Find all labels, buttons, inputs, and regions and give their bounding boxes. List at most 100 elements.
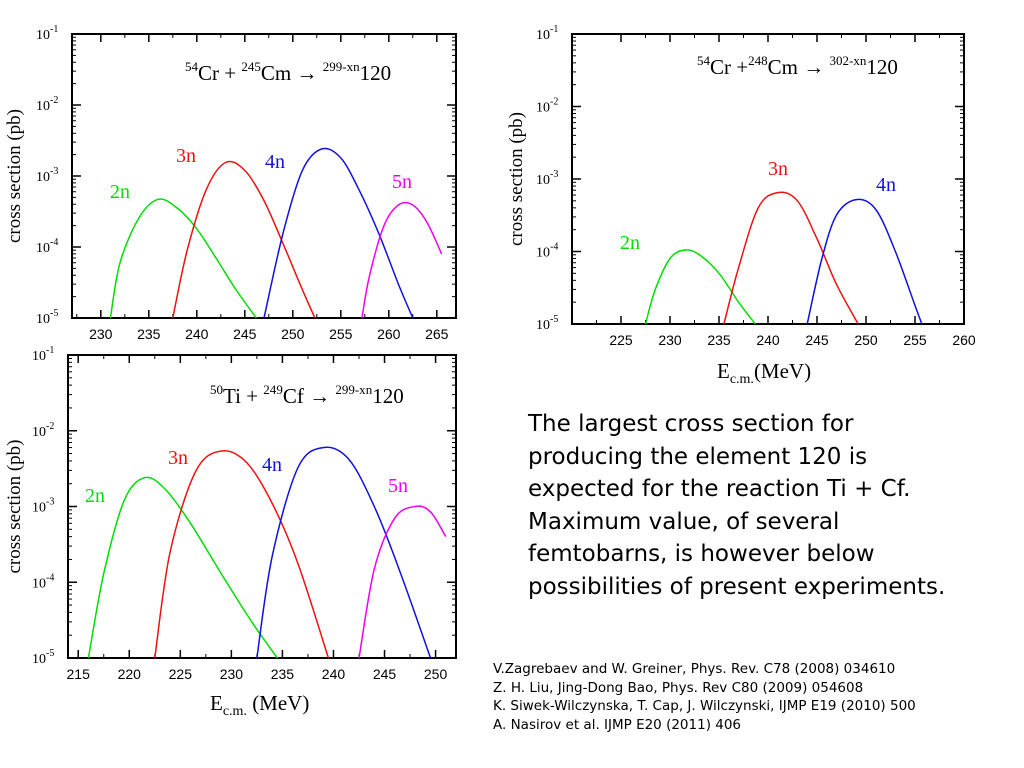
x-tick-label: 245 xyxy=(233,326,257,342)
x-tick-label: 240 xyxy=(185,326,209,342)
x-tick-label: 255 xyxy=(903,332,927,348)
x-axis-label-main: E xyxy=(717,359,730,383)
x-tick-label: 230 xyxy=(89,326,113,342)
chart-title: 54Cr +248Cm → 302-xn120 xyxy=(697,53,898,79)
chart-title: 50Ti + 249Cf → 299-xn120 xyxy=(210,382,404,408)
y-tick-base: 10 xyxy=(32,652,46,667)
y-tick-label: 10-2 xyxy=(536,97,558,116)
series-label-2n: 2n xyxy=(85,485,105,507)
title-text: Cm → xyxy=(768,55,830,79)
x-tick-label: 250 xyxy=(854,332,878,348)
y-tick-exponent: -4 xyxy=(46,572,54,583)
y-tick-label: 10-1 xyxy=(36,24,58,43)
y-tick-base: 10 xyxy=(536,28,550,43)
note-line: Maximum value, of several xyxy=(528,508,840,535)
y-tick-label: 10-2 xyxy=(32,421,54,440)
title-text: Cm → xyxy=(261,61,323,85)
x-tick-label: 245 xyxy=(805,332,829,348)
references-list: V.Zagrebaev and W. Greiner, Phys. Rev. C… xyxy=(493,660,916,734)
y-tick-exponent: -2 xyxy=(46,421,54,432)
title-text: 120 xyxy=(866,55,898,79)
x-axis-label-main: E xyxy=(210,691,223,715)
series-line-3n xyxy=(172,160,316,318)
series-label-5n: 5n xyxy=(392,171,412,193)
title-superscript: 54 xyxy=(697,53,711,68)
reference-item: A. Nasirov et al. IJMP E20 (2011) 406 xyxy=(493,716,742,733)
x-tick-label: 255 xyxy=(329,326,353,342)
series-line-2n xyxy=(87,476,278,658)
y-tick-label: 10-2 xyxy=(36,95,58,114)
title-superscript: 54 xyxy=(185,59,199,74)
y-axis-label: cross section (pb) xyxy=(4,439,25,573)
series-line-2n xyxy=(644,249,756,324)
series-label-3n: 3n xyxy=(176,145,196,167)
x-tick-label: 215 xyxy=(67,666,91,682)
series-line-4n xyxy=(256,446,432,658)
title-superscript: 249 xyxy=(263,382,283,397)
y-tick-label: 10-1 xyxy=(32,345,54,364)
series-label-4n: 4n xyxy=(876,174,896,196)
y-tick-label: 10-1 xyxy=(536,24,558,43)
y-tick-base: 10 xyxy=(36,241,50,256)
title-superscript: 248 xyxy=(748,53,768,68)
series-label-4n: 4n xyxy=(265,151,285,173)
title-superscript: 302-xn xyxy=(829,53,866,68)
title-text: 120 xyxy=(360,61,392,85)
y-tick-base: 10 xyxy=(32,501,46,516)
y-axis-label: cross section (pb) xyxy=(506,112,527,246)
series-line-4n xyxy=(806,198,923,324)
x-tick-label: 265 xyxy=(425,326,449,342)
x-tick-label: 250 xyxy=(281,326,305,342)
y-tick-base: 10 xyxy=(536,173,550,188)
y-tick-exponent: -5 xyxy=(46,648,54,659)
y-tick-exponent: -1 xyxy=(50,24,58,35)
chart-title: 54Cr + 245Cm → 299-xn120 xyxy=(185,59,391,85)
y-tick-label: 10-3 xyxy=(36,166,58,185)
y-tick-exponent: -3 xyxy=(46,497,54,508)
x-tick-label: 220 xyxy=(118,666,142,682)
note-line: femtobarns, is however below xyxy=(528,541,875,567)
series-line-5n xyxy=(361,201,443,318)
reference-item: Z. H. Liu, Jing-Dong Bao, Phys. Rev C80 … xyxy=(493,679,864,696)
y-tick-exponent: -3 xyxy=(550,169,558,180)
x-axis-label-unit: (MeV) xyxy=(754,359,811,383)
y-tick-exponent: -4 xyxy=(50,237,58,248)
note-line: possibilities of present experiments. xyxy=(528,573,946,600)
y-tick-label: 10-4 xyxy=(536,242,558,261)
explanation-note: The largest cross section for producing … xyxy=(528,408,1018,603)
y-tick-label: 10-3 xyxy=(536,169,558,188)
title-superscript: 299-xn xyxy=(335,382,372,397)
series-label-4n: 4n xyxy=(262,454,282,476)
title-superscript: 299-xn xyxy=(323,59,360,74)
reference-item: V.Zagrebaev and W. Greiner, Phys. Rev. C… xyxy=(493,661,896,677)
y-tick-base: 10 xyxy=(36,28,50,43)
x-axis-label-subscript: c.m. xyxy=(223,704,247,719)
title-text: Cf → xyxy=(283,384,336,408)
y-tick-exponent: -4 xyxy=(550,242,558,253)
y-tick-base: 10 xyxy=(32,425,46,440)
reference-item: K. Siwek-Wilczynska, T. Cap, J. Wilczyns… xyxy=(493,698,916,714)
y-tick-base: 10 xyxy=(36,170,50,185)
y-tick-base: 10 xyxy=(536,101,550,116)
x-tick-label: 235 xyxy=(271,666,295,682)
y-tick-exponent: -3 xyxy=(50,166,58,177)
y-tick-label: 10-5 xyxy=(536,314,558,333)
x-tick-label: 230 xyxy=(658,332,682,348)
y-tick-label: 10-5 xyxy=(32,648,54,667)
title-superscript: 50 xyxy=(210,382,224,397)
x-axis-label-subscript: c.m. xyxy=(730,372,754,387)
x-tick-label: 260 xyxy=(377,326,401,342)
series-line-4n xyxy=(263,147,414,318)
title-text: 120 xyxy=(372,384,404,408)
x-tick-label: 235 xyxy=(137,326,161,342)
series-label-2n: 2n xyxy=(110,181,130,203)
x-tick-label: 240 xyxy=(756,332,780,348)
y-tick-exponent: -2 xyxy=(50,95,58,106)
x-tick-label: 250 xyxy=(424,666,448,682)
x-axis-label: Ec.m. (MeV) xyxy=(210,691,309,719)
x-tick-label: 245 xyxy=(373,666,397,682)
x-tick-label: 225 xyxy=(609,332,633,348)
y-tick-base: 10 xyxy=(36,312,50,327)
y-tick-exponent: -1 xyxy=(550,24,558,35)
